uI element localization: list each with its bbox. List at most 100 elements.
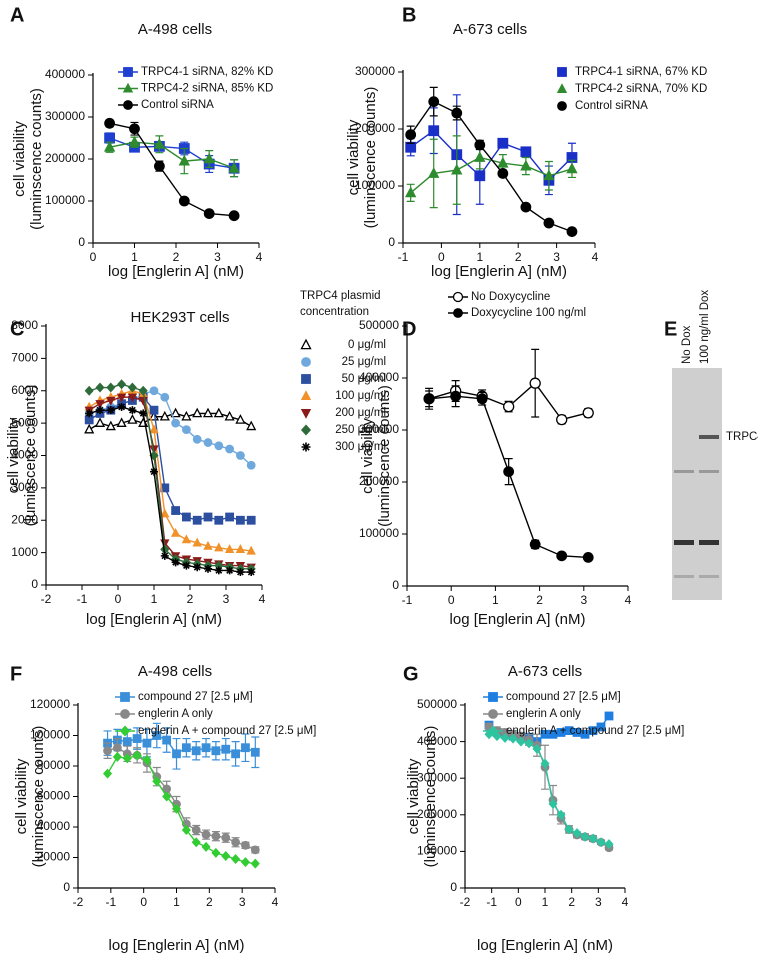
x-tick-label: -1: [398, 250, 409, 264]
x-tick-label: 1: [542, 895, 549, 909]
marker: [452, 291, 464, 303]
marker: [162, 735, 172, 745]
legend-item: 0 μg/ml: [300, 338, 386, 351]
marker: [247, 568, 256, 577]
y-tick-label: 6000: [11, 383, 38, 397]
marker: [564, 824, 574, 835]
lane-label: 100 ng/ml Dox: [699, 290, 711, 364]
marker: [203, 512, 213, 522]
marker: [203, 152, 215, 164]
legend-label: Doxycycline 100 ng/ml: [471, 307, 586, 319]
legend-item: TRPC4-1 siRNA, 82% KD: [118, 66, 273, 78]
y-axis-label: cell viability: [11, 121, 28, 197]
x-tick-label: 4: [272, 895, 279, 909]
marker: [488, 692, 498, 702]
marker: [127, 382, 137, 393]
legend-item: TRPC4-1 siRNA, 67% KD: [557, 66, 707, 78]
y-tick-label: 100000: [45, 193, 85, 207]
x-tick-label: 2: [173, 250, 180, 264]
legend-item: Doxycycline 100 ng/ml: [448, 307, 586, 319]
marker: [566, 162, 578, 174]
marker: [105, 420, 116, 431]
x-axis-label: log [Englerin A] (nM): [450, 611, 586, 628]
panel-letter: D: [402, 318, 416, 340]
marker: [129, 123, 140, 135]
marker: [450, 390, 462, 402]
series-line: [410, 156, 573, 194]
y-tick-label: 5000: [11, 415, 38, 429]
marker: [113, 743, 122, 753]
marker: [221, 833, 231, 843]
x-tick-label: 1: [173, 895, 180, 909]
marker: [142, 738, 152, 748]
x-tick-label: 1: [131, 250, 138, 264]
legend-item: englerin A only: [483, 708, 581, 720]
marker: [246, 515, 256, 525]
marker: [171, 418, 181, 428]
series-line: [109, 141, 235, 169]
x-tick-label: 3: [239, 895, 246, 909]
marker: [224, 544, 235, 553]
y-tick-label: 0: [31, 577, 38, 591]
marker: [171, 506, 181, 515]
x-tick-label: 2: [206, 895, 213, 909]
x-tick-label: 3: [595, 895, 602, 909]
y-tick-label: 8000: [11, 318, 38, 332]
legend-label: 250 μg/ml: [335, 424, 386, 436]
marker: [451, 163, 463, 175]
blot-membrane: [672, 368, 722, 600]
marker: [520, 159, 532, 171]
marker: [153, 160, 165, 172]
series-line: [109, 122, 235, 217]
marker: [149, 405, 159, 415]
marker: [556, 413, 568, 426]
marker: [192, 537, 202, 547]
marker: [160, 551, 169, 560]
chart-title: A-498 cells: [138, 21, 212, 38]
marker: [192, 407, 203, 418]
marker: [181, 825, 191, 836]
legend-label: englerin A only: [506, 708, 581, 720]
marker: [604, 839, 614, 850]
legend-item: Control siRNA: [118, 99, 214, 111]
series-line: [88, 390, 252, 552]
marker: [543, 169, 555, 181]
marker: [428, 125, 440, 137]
x-axis-label: log [Englerin A] (nM): [431, 263, 567, 280]
y-tick-label: 0: [78, 235, 85, 249]
legend-item: 100 μg/ml: [300, 390, 386, 402]
marker: [246, 460, 256, 470]
marker: [160, 508, 170, 518]
y-axis-label: (luminscence counts): [30, 726, 47, 868]
marker: [300, 390, 312, 400]
y-tick-label: 200000: [359, 474, 399, 488]
marker: [150, 467, 158, 476]
marker: [85, 409, 94, 418]
x-tick-label: -1: [77, 592, 88, 606]
marker: [153, 137, 166, 149]
marker: [301, 442, 311, 452]
legend-label: 25 μg/ml: [342, 356, 386, 368]
legend-label: TRPC4-2 siRNA, 70% KD: [575, 83, 707, 95]
marker: [191, 746, 201, 756]
y-axis-label: (luminscence counts): [422, 726, 439, 868]
marker: [235, 544, 246, 553]
marker: [556, 83, 568, 93]
marker: [300, 338, 312, 350]
marker: [211, 847, 221, 858]
x-tick-label: 3: [580, 593, 587, 607]
y-tick-label: 2000: [11, 512, 38, 526]
marker: [214, 515, 224, 525]
y-tick-label: 4000: [11, 448, 38, 462]
marker: [250, 845, 260, 855]
marker: [171, 803, 182, 814]
y-tick-label: 0: [388, 235, 395, 249]
y-axis-label: cell viability: [13, 758, 30, 834]
marker: [423, 393, 435, 405]
blot-band: [699, 470, 719, 473]
marker: [214, 566, 223, 575]
marker: [508, 733, 518, 744]
legend-item: englerin A + compound 27 [2.5 μM]: [483, 725, 684, 737]
x-tick-label: 1: [151, 592, 158, 606]
